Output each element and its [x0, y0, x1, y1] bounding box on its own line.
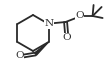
Polygon shape [35, 42, 48, 55]
Text: O: O [75, 11, 84, 21]
Text: O: O [62, 33, 71, 43]
Text: N: N [44, 20, 53, 28]
Text: O: O [15, 51, 24, 61]
